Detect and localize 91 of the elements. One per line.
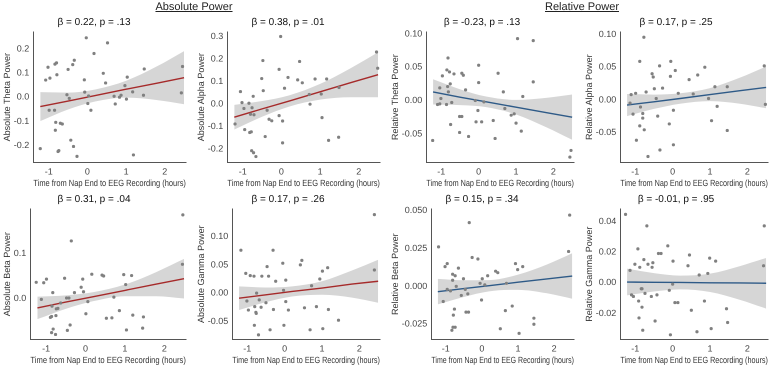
x-tick-label: -1: [44, 166, 53, 176]
y-tick-label: 0.00: [210, 288, 228, 298]
y-tick-label: 0.2: [16, 43, 30, 54]
y-tick-label: 0.02: [598, 246, 616, 256]
y-tick-label: 0.05: [210, 259, 228, 270]
x-tick-label: 2: [162, 343, 167, 354]
text: Absolute Power: [154, 0, 234, 14]
x-axis-title: Time from Nap End to EEG Recording (hours): [30, 354, 186, 366]
y-tick-label: 0.04: [598, 216, 616, 226]
y-tick-label: 0.10: [210, 231, 228, 242]
x-tick-label: 0: [479, 343, 484, 354]
y-axis-title: Relative Beta Power: [390, 233, 400, 315]
y-tick-label: 0.0: [210, 98, 224, 108]
y-tick-label: -0.05: [596, 126, 616, 137]
y-axis-title: Absolute Gamma Power: [196, 225, 206, 323]
y-tick-label: -0.2: [208, 143, 224, 154]
x-tick-label: 1: [318, 166, 323, 176]
y-tick-label: 0.10: [404, 28, 422, 38]
y-tick-label: 0.05: [598, 62, 616, 72]
x-axis-title: Time from Nap End to EEG Recording (hours): [620, 355, 768, 366]
x-tick-label: 2: [550, 166, 556, 176]
x-tick-label: 0: [282, 343, 288, 354]
x-axis-title: Time from Nap End to EEG Recording (hours): [227, 178, 380, 188]
y-tick-label: -0.02: [596, 308, 616, 318]
y-tick-label: 0.3: [210, 30, 224, 41]
y-tick-label: 0.2: [210, 53, 224, 64]
y-axis-title: Relative Gamma Power: [584, 226, 594, 322]
x-tick-label: 2: [162, 166, 168, 176]
x-tick-label: 0: [84, 166, 90, 176]
x-tick-label: -1: [42, 343, 50, 354]
x-tick-label: -1: [631, 166, 640, 176]
y-axis-title: Relative Alpha Power: [584, 54, 594, 140]
x-tick-label: 2: [744, 166, 750, 176]
x-tick-label: 1: [124, 166, 129, 176]
x-tick-label: 1: [320, 343, 325, 354]
y-tick-label: 0.000: [404, 280, 428, 291]
y-tick-label: 0.0: [16, 92, 30, 102]
chart-title: β = 0.17, p = .25: [639, 16, 713, 28]
y-tick-label: -0.2: [14, 140, 30, 150]
x-axis-title: Time from Nap End to EEG Recording (hours): [232, 355, 380, 366]
x-axis-title: Time from Nap End to EEG Recording (hours): [431, 355, 574, 366]
x-tick-label: -1: [437, 166, 446, 176]
y-tick-label: 0.10: [598, 29, 616, 40]
x-tick-label: 1: [122, 343, 128, 354]
y-axis-title: Absolute Alpha Power: [196, 53, 206, 142]
x-tick-label: 1: [516, 343, 521, 354]
x-tick-label: -1: [631, 343, 640, 354]
y-tick-label: 0.0: [14, 292, 26, 303]
y-tick-label: 0.00: [598, 277, 616, 288]
x-tick-label: 2: [356, 343, 362, 354]
x-tick-label: -1: [238, 166, 247, 176]
y-tick-label: 0.1: [210, 76, 224, 86]
y-tick-label: 0.050: [404, 205, 428, 215]
y-tick-label: -0.05: [402, 128, 422, 138]
x-tick-label: 0: [670, 343, 676, 354]
y-axis-title: Absolute Beta Power: [2, 232, 12, 316]
y-axis-title: Absolute Theta Power: [2, 53, 12, 142]
x-axis-title: Time from Nap End to EEG Recording (hours): [426, 178, 574, 188]
chart-title: β = -0.01, p = .95: [638, 194, 715, 205]
chart-title: β = 0.17, p = .26: [251, 194, 325, 205]
chart-title: β = 0.22, p = .13: [57, 16, 131, 28]
y-tick-label: 0.05: [404, 62, 422, 72]
x-tick-label: -1: [442, 343, 450, 354]
x-tick-label: 0: [476, 166, 482, 176]
x-tick-label: -1: [243, 343, 252, 354]
y-tick-label: -0.1: [14, 116, 30, 126]
x-tick-label: 1: [708, 166, 713, 176]
y-tick-label: 0.025: [404, 242, 428, 253]
y-tick-label: 0.00: [404, 95, 422, 106]
x-axis-title: Time from Nap End to EEG Recording (hours): [33, 178, 186, 188]
x-tick-label: 0: [82, 343, 88, 354]
chart-title: β = 0.15, p = .34: [445, 194, 519, 205]
chart-title: β = -0.23, p = .13: [444, 16, 521, 28]
x-tick-label: 0: [278, 166, 284, 176]
x-tick-label: 1: [514, 166, 519, 176]
x-tick-label: 2: [356, 166, 362, 176]
y-axis-title: Relative Theta Power: [390, 54, 400, 140]
text: Relative Power: [544, 0, 620, 14]
x-tick-label: 1: [708, 343, 713, 354]
y-tick-label: 0.00: [598, 94, 616, 104]
x-axis-title: Time from Nap End to EEG Recording (hours): [620, 178, 768, 188]
x-tick-label: 2: [744, 343, 750, 354]
x-tick-label: 2: [552, 343, 557, 354]
y-tick-label: -0.1: [208, 120, 224, 131]
y-tick-label: 0.1: [16, 68, 30, 78]
chart-title: β = 0.31, p = .04: [57, 194, 131, 205]
y-tick-label: 0.1: [14, 248, 26, 258]
y-tick-label: -0.05: [208, 316, 228, 326]
y-tick-label: -0.025: [402, 318, 428, 329]
chart-title: β = 0.38, p = .01: [251, 16, 325, 28]
x-tick-label: 0: [670, 166, 676, 176]
